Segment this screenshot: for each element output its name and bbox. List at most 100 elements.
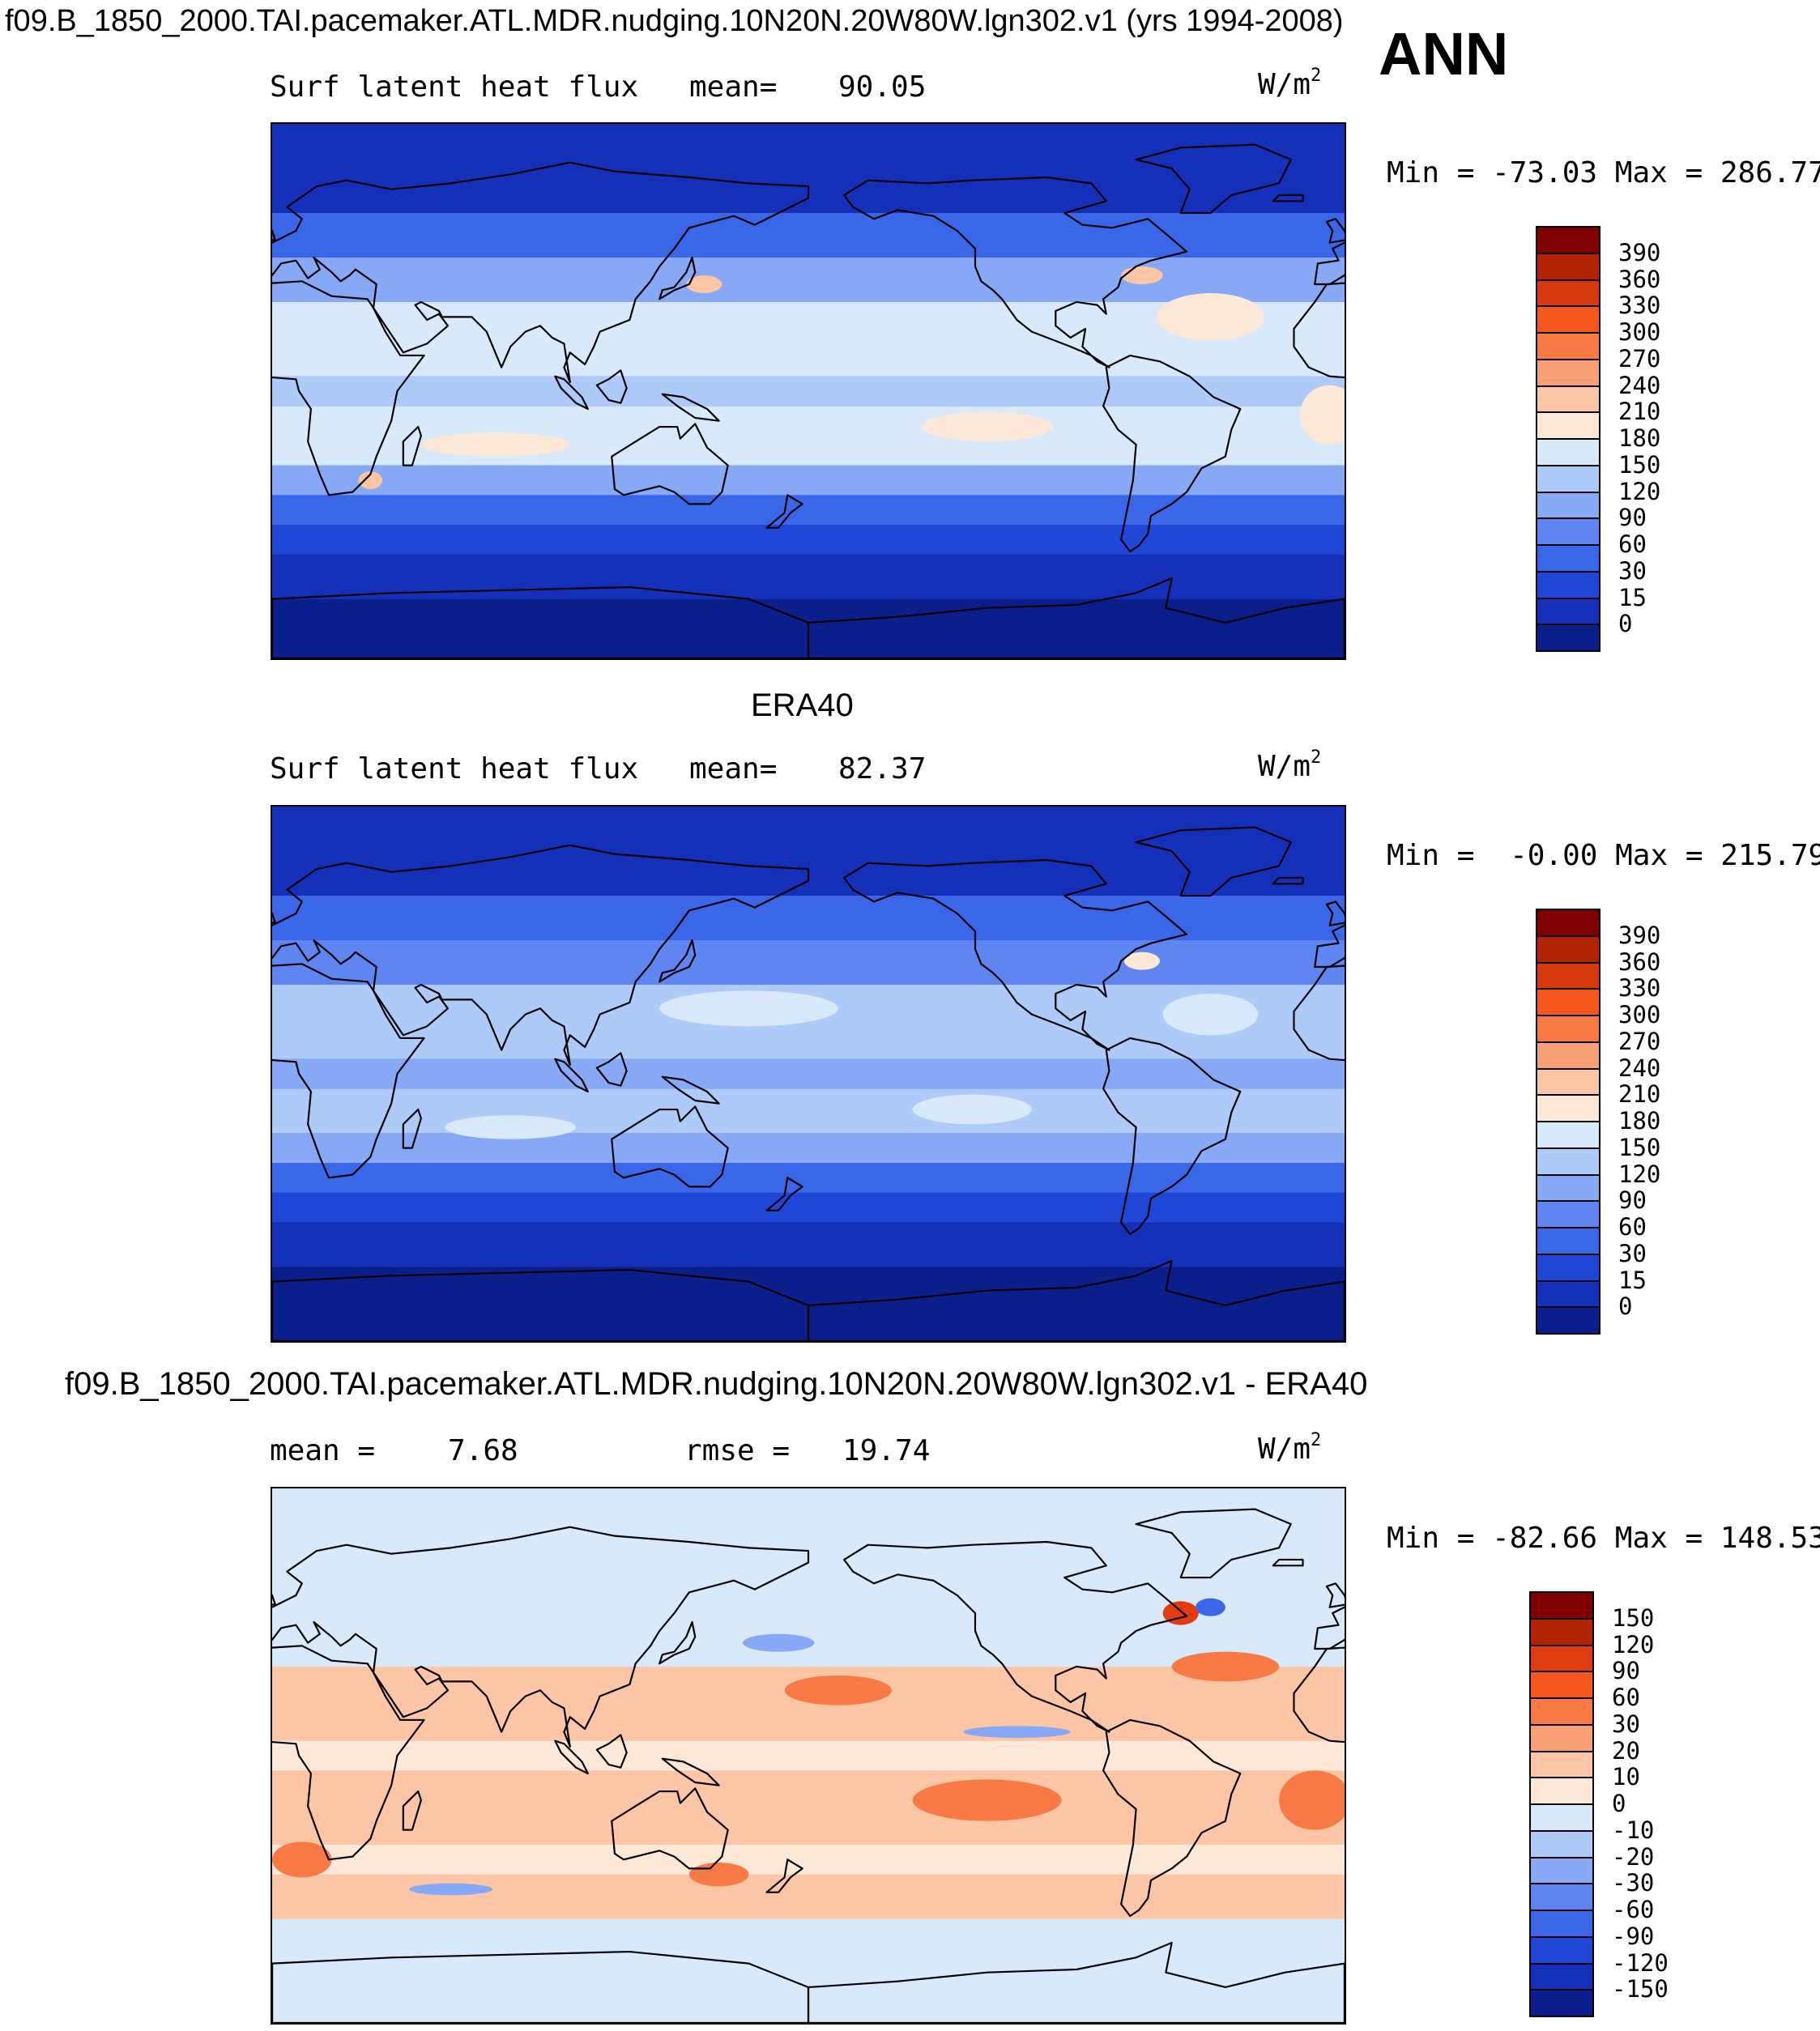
colorbar-tick-label: -120	[1612, 1948, 1669, 1977]
colorbar-swatch	[1536, 544, 1600, 573]
field-anomaly	[912, 1094, 1032, 1125]
colorbar-tick-label: -20	[1612, 1842, 1655, 1871]
latitude-band	[272, 1770, 1345, 1845]
latitude-band	[272, 213, 1345, 258]
island-madagascar	[402, 425, 422, 466]
colorbar-swatch	[1536, 358, 1600, 387]
colorbar-tick-label: 150	[1618, 450, 1661, 479]
field-anomaly	[1279, 1770, 1345, 1830]
colorbar-tick-label: 270	[1618, 1027, 1661, 1055]
field-anomaly	[1299, 385, 1345, 445]
island-sumatra	[554, 375, 589, 411]
continent-australia	[611, 1787, 729, 1870]
colorbar-tick-label: 360	[1618, 947, 1661, 976]
colorbar-swatch	[1536, 252, 1600, 281]
colorbar-swatch	[1536, 1121, 1600, 1149]
colorbar-tick-label: 330	[1618, 292, 1661, 320]
island-new-zealand	[765, 1177, 803, 1211]
continent-south-america	[1102, 1718, 1242, 1918]
colorbar-swatch	[1536, 1227, 1600, 1255]
colorbar-swatch	[1529, 1935, 1594, 1965]
colorbar-tick-label: -60	[1612, 1896, 1655, 1923]
continent-south-america	[1102, 354, 1242, 553]
continent-africa	[272, 1645, 425, 1861]
continent-north-america	[843, 176, 1188, 368]
continent-eurasia	[272, 844, 810, 1067]
panel-obs-variable: Surf latent heat flux	[270, 752, 639, 786]
continent-africa	[272, 280, 425, 496]
colorbar-swatch	[1536, 935, 1600, 964]
panel-obs-heading: ERA40	[751, 688, 854, 723]
island-new-guinea	[661, 1757, 720, 1786]
panel-model-mean-value: 90.05	[838, 70, 927, 104]
colorbar-swatch	[1536, 1094, 1600, 1122]
colorbar-swatch	[1536, 517, 1600, 546]
colorbar-tick-label: -150	[1612, 1975, 1669, 2003]
latitude-band	[272, 807, 1345, 896]
colorbar-swatch	[1536, 491, 1600, 520]
island-japan	[659, 256, 697, 300]
panel-diff-mean-value: 7.68	[448, 1434, 518, 1467]
island-japan	[659, 939, 697, 983]
continent-greenland	[1135, 1508, 1292, 1579]
panel-model-variable: Surf latent heat flux	[270, 70, 639, 104]
colorbar-tick-label: 390	[1618, 238, 1661, 266]
island-sumatra	[554, 1739, 589, 1775]
colorbar-swatch	[1536, 624, 1600, 652]
field-anomaly	[1162, 994, 1259, 1036]
field-anomaly	[784, 1675, 892, 1705]
colorbar-tick-label: 60	[1618, 1213, 1647, 1241]
continent-antarctica	[272, 585, 810, 658]
colorbar-swatch	[1529, 1803, 1594, 1832]
field-anomaly	[1157, 293, 1264, 341]
latitude-band	[272, 124, 1345, 213]
island-madagascar	[402, 1790, 422, 1831]
colorbar-swatch	[1536, 438, 1600, 466]
colorbar-swatch	[1536, 226, 1600, 254]
colorbar-swatch	[1536, 597, 1600, 626]
colorbar-swatch	[1536, 570, 1600, 599]
panel-obs-map	[271, 805, 1346, 1343]
panel-obs-mean-label: mean=	[689, 752, 778, 786]
colorbar-swatch	[1529, 1644, 1594, 1673]
field-anomaly	[358, 471, 383, 489]
figure-title: f09.B_1850_2000.TAI.pacemaker.ATL.MDR.nu…	[5, 4, 1344, 38]
panel-obs-minmax: Min = -0.00 Max = 215.79	[1387, 839, 1820, 872]
island-borneo	[595, 1734, 628, 1769]
colorbar-tick-label: 0	[1618, 1292, 1633, 1321]
island-uk	[1325, 218, 1345, 244]
colorbar-tick-label: 15	[1618, 1266, 1647, 1294]
colorbar-swatch	[1529, 1777, 1594, 1805]
continent-eurasia	[272, 1526, 810, 1748]
panel-diff-colorbar: 150 120 90 60 30 20 10 0 -10 -20 -30 -60 -90 -120 -150	[1529, 1591, 1669, 2017]
colorbar-swatch	[1536, 1279, 1600, 1309]
colorbar-swatch	[1529, 1723, 1594, 1752]
continent-greenland	[1135, 143, 1292, 215]
field-anomaly	[921, 411, 1053, 442]
colorbar-swatch	[1536, 464, 1600, 493]
colorbar-tick-label: 10	[1612, 1763, 1640, 1791]
continent-antarctica	[272, 1950, 810, 2023]
colorbar-swatch	[1536, 332, 1600, 360]
colorbar-swatch	[1536, 1200, 1600, 1228]
colorbar-tick-label: 120	[1618, 1160, 1661, 1188]
field-anomaly	[963, 1726, 1071, 1738]
panel-diff-minmax: Min = -82.66 Max = 148.53	[1387, 1522, 1820, 1555]
colorbar-tick-label: -90	[1612, 1922, 1655, 1950]
colorbar-tick-label: 90	[1618, 1186, 1647, 1215]
panel-obs-colorbar: 390 360 330 300 270 240 210 180 150 120 90 60 30 15 0	[1536, 909, 1660, 1335]
latitude-band	[272, 1740, 1345, 1771]
island-iceland	[1272, 194, 1304, 202]
colorbar-tick-label: -30	[1612, 1869, 1655, 1897]
continent-australia	[611, 423, 729, 505]
colorbar-tick-label: 330	[1618, 974, 1661, 1003]
colorbar-tick-label: 60	[1612, 1684, 1640, 1711]
colorbar-swatch	[1536, 1306, 1600, 1335]
colorbar-tick-label: -10	[1612, 1816, 1655, 1844]
colorbar-swatch	[1536, 909, 1600, 937]
latitude-band	[272, 1133, 1345, 1163]
colorbar-swatch	[1536, 961, 1600, 990]
latitude-band	[272, 258, 1345, 302]
season-label: ANN	[1379, 20, 1509, 87]
colorbar-swatch	[1529, 1989, 1594, 2017]
